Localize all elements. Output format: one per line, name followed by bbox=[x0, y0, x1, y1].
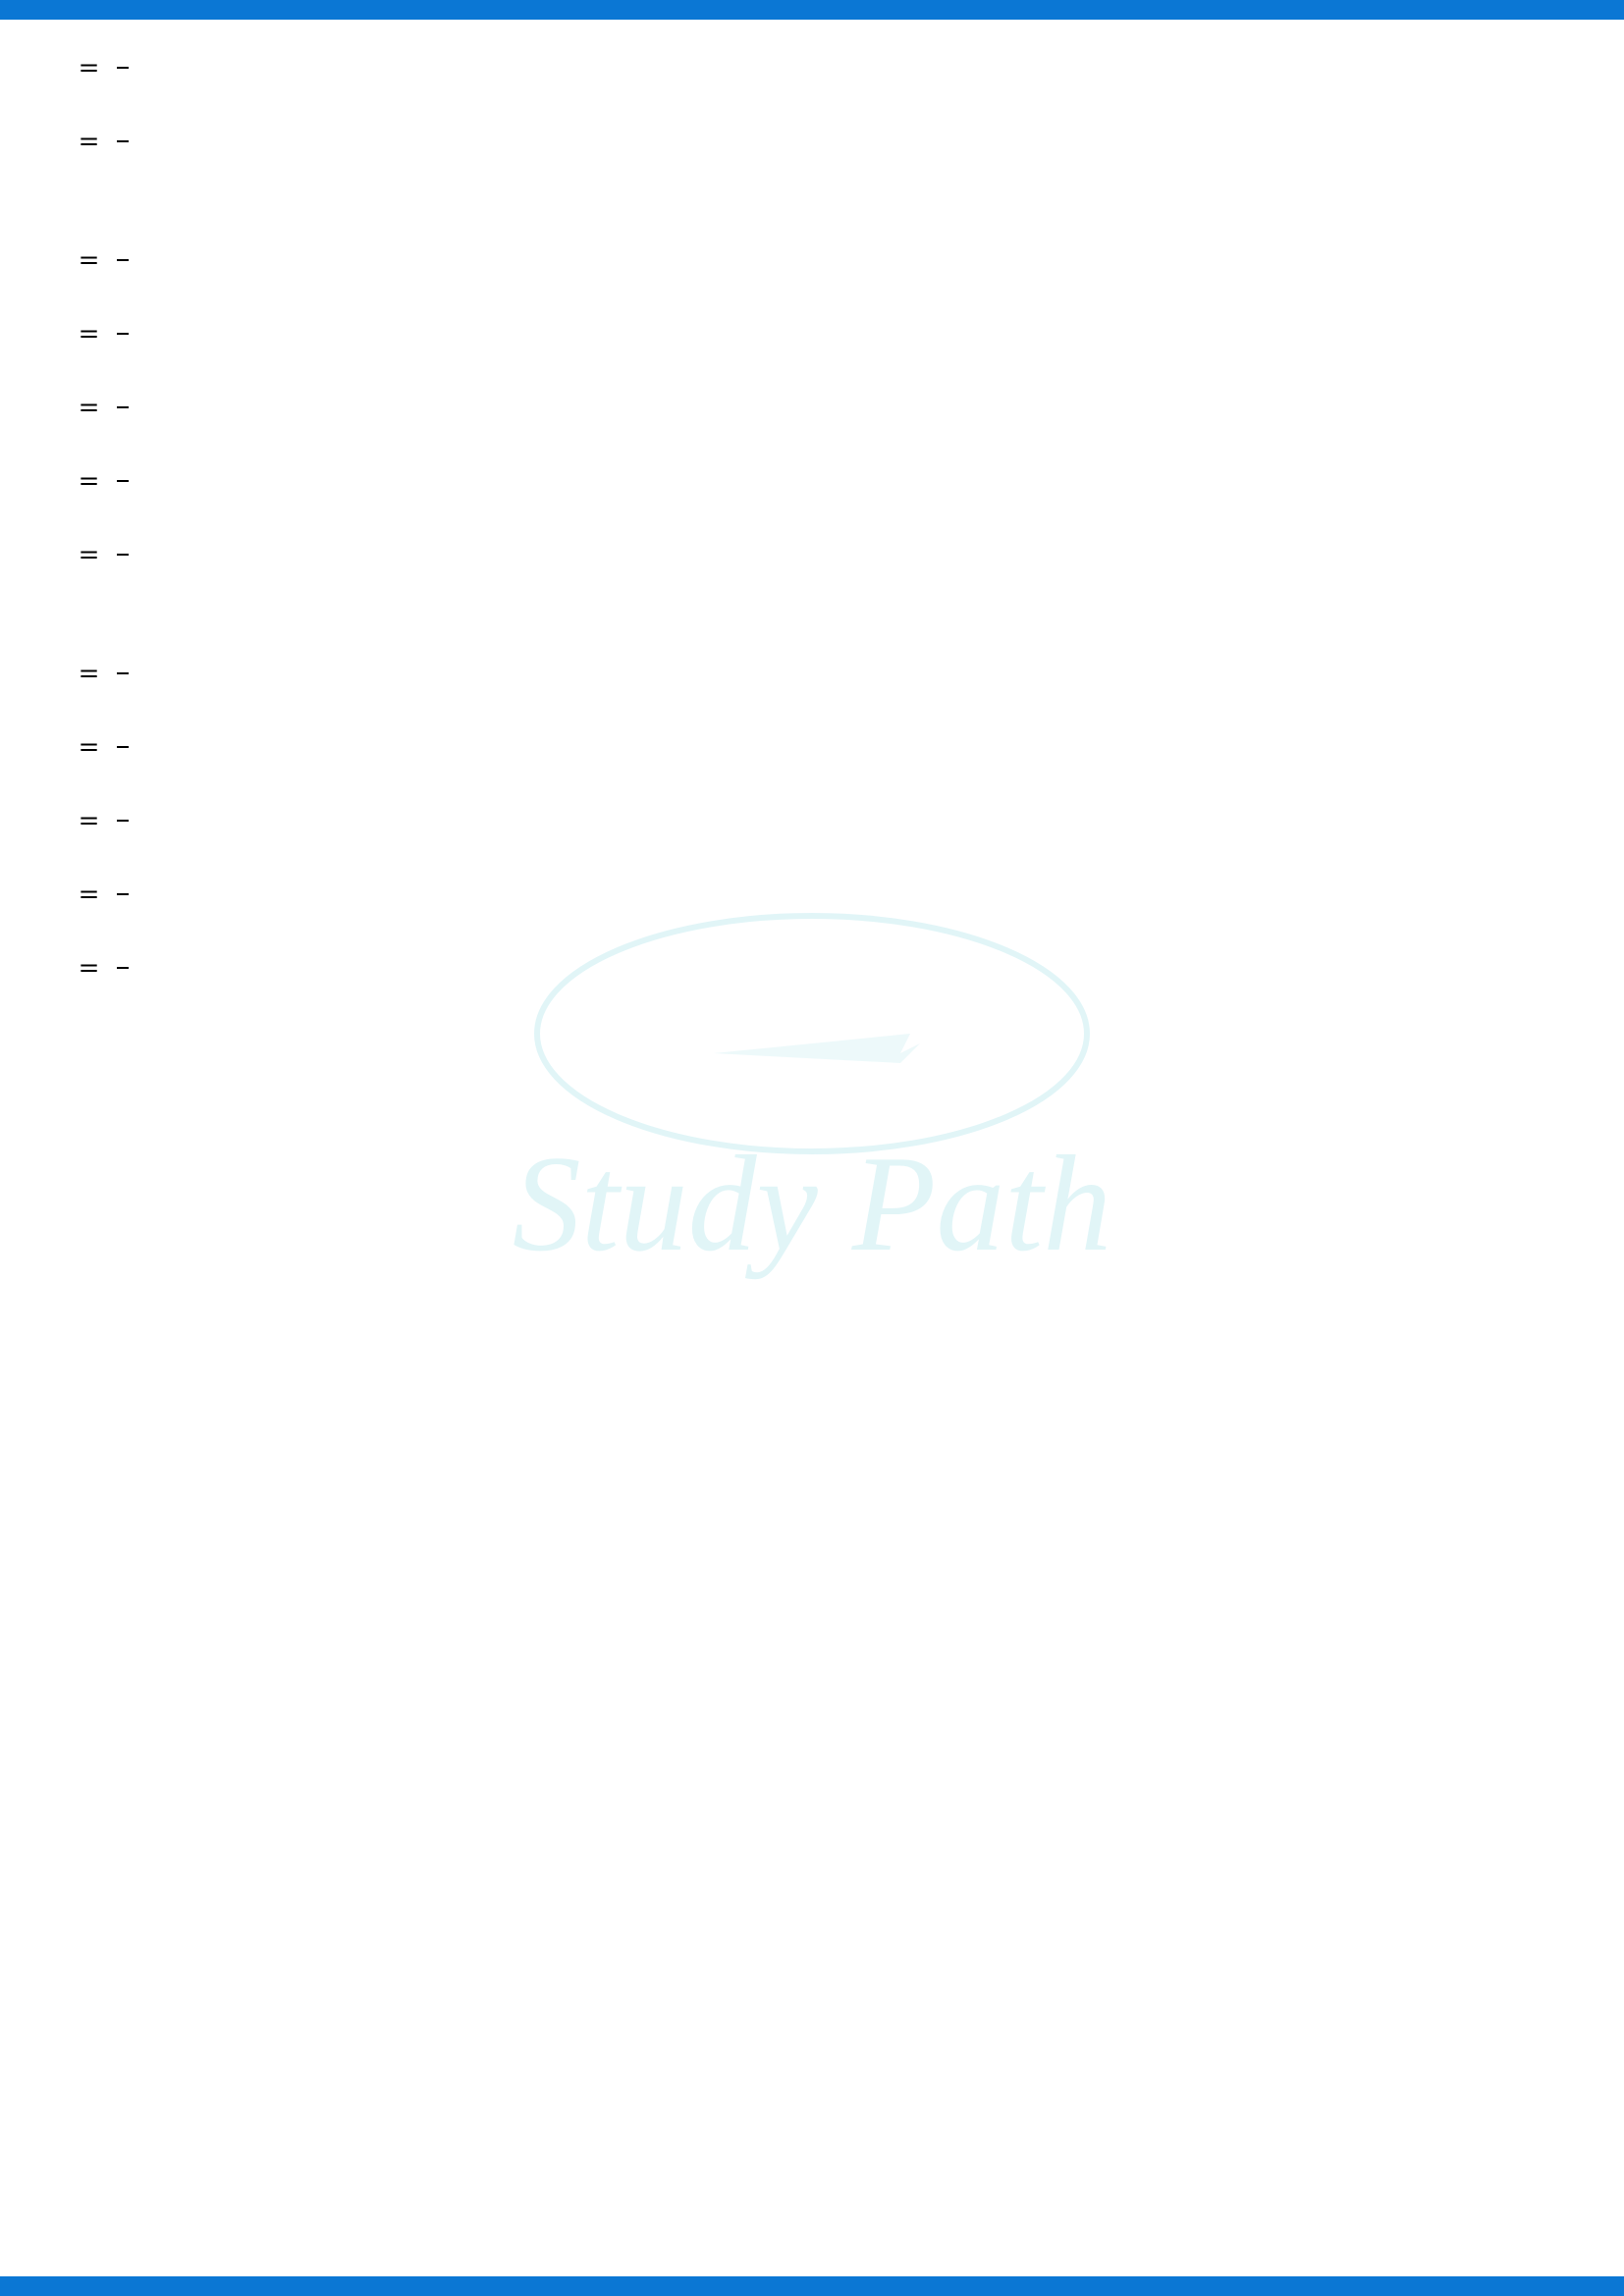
equals-sign: = bbox=[79, 866, 99, 922]
fraction bbox=[117, 404, 129, 410]
fraction bbox=[117, 818, 129, 824]
svg-text:Study Path: Study Path bbox=[513, 1128, 1111, 1280]
eq-line: = bbox=[79, 866, 1545, 922]
eq-line: = bbox=[79, 645, 1545, 701]
fraction bbox=[117, 891, 129, 897]
equals-sign: = bbox=[79, 39, 99, 95]
eq-line: = bbox=[79, 526, 1545, 582]
page-footer bbox=[0, 2276, 1624, 2296]
page-header bbox=[0, 0, 1624, 20]
eq-line: = bbox=[79, 232, 1545, 288]
eq-line: = bbox=[79, 453, 1545, 508]
equals-sign: = bbox=[79, 453, 99, 508]
equals-sign: = bbox=[79, 232, 99, 288]
fraction bbox=[117, 744, 129, 750]
fraction bbox=[117, 552, 129, 558]
fraction bbox=[117, 965, 129, 971]
eq-line: = bbox=[79, 39, 1545, 95]
equals-sign: = bbox=[79, 526, 99, 582]
eq-line: = bbox=[79, 305, 1545, 361]
equals-sign: = bbox=[79, 113, 99, 169]
eq-line: = bbox=[79, 939, 1545, 995]
eq-line: = bbox=[79, 792, 1545, 848]
equals-sign: = bbox=[79, 792, 99, 848]
fraction bbox=[117, 138, 129, 144]
equals-sign: = bbox=[79, 645, 99, 701]
equals-sign: = bbox=[79, 719, 99, 774]
eq-line: = bbox=[79, 113, 1545, 169]
eq-line: = bbox=[79, 719, 1545, 774]
eq-line: = bbox=[79, 379, 1545, 435]
fraction bbox=[117, 478, 129, 484]
fraction bbox=[117, 670, 129, 676]
fraction bbox=[117, 257, 129, 263]
page-content: = = = = = = bbox=[0, 20, 1624, 1013]
equals-sign: = bbox=[79, 939, 99, 995]
equals-sign: = bbox=[79, 379, 99, 435]
fraction bbox=[117, 65, 129, 71]
fraction bbox=[117, 331, 129, 337]
equals-sign: = bbox=[79, 305, 99, 361]
